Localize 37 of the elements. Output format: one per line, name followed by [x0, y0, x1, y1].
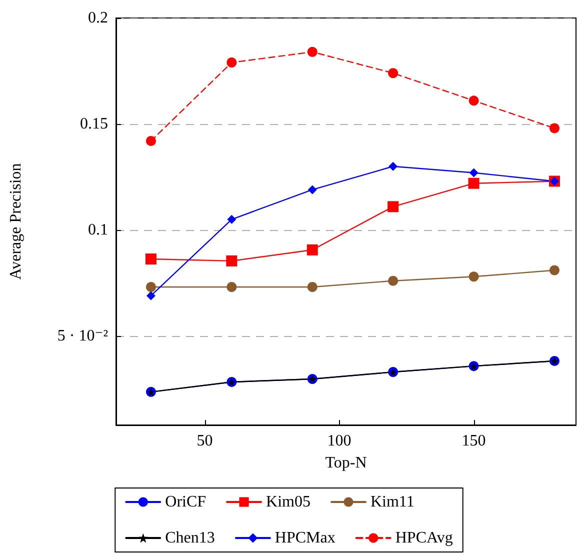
point [307, 46, 318, 57]
point [308, 185, 317, 194]
x-tick-label: 50 [196, 432, 213, 450]
y-tick-label: 5 · 10⁻² [57, 327, 108, 344]
legend-label: Kim11 [370, 494, 414, 510]
point [388, 201, 399, 212]
point [469, 168, 478, 178]
x-axis-title: Top-N [325, 454, 368, 472]
point [145, 254, 156, 265]
point [226, 58, 237, 68]
x-tick-label: 150 [462, 432, 486, 450]
legend-label: Kim05 [266, 494, 310, 510]
point [549, 265, 560, 276]
point [549, 123, 560, 134]
legend-label: OriCF [165, 494, 206, 510]
point [146, 136, 156, 146]
legend-label: HPCMax [274, 530, 336, 546]
point [306, 244, 318, 256]
y-tick-label: 0.15 [80, 115, 108, 132]
point [388, 162, 398, 171]
point [226, 255, 238, 266]
point [388, 276, 398, 286]
point [307, 282, 318, 292]
point [468, 178, 480, 189]
y-tick-label: 0.2 [88, 10, 108, 26]
point [388, 68, 398, 78]
point [468, 272, 479, 282]
point [227, 214, 236, 224]
y-axis-title: Average Precision [8, 163, 24, 280]
legend-label: HPCAvg [395, 530, 453, 546]
point [146, 282, 156, 292]
point [468, 96, 479, 106]
y-tick-label: 0.1 [88, 221, 108, 238]
point [226, 282, 237, 292]
point [146, 291, 156, 300]
x-tick-label: 100 [327, 432, 352, 450]
legend-label: Chen13 [165, 530, 215, 546]
